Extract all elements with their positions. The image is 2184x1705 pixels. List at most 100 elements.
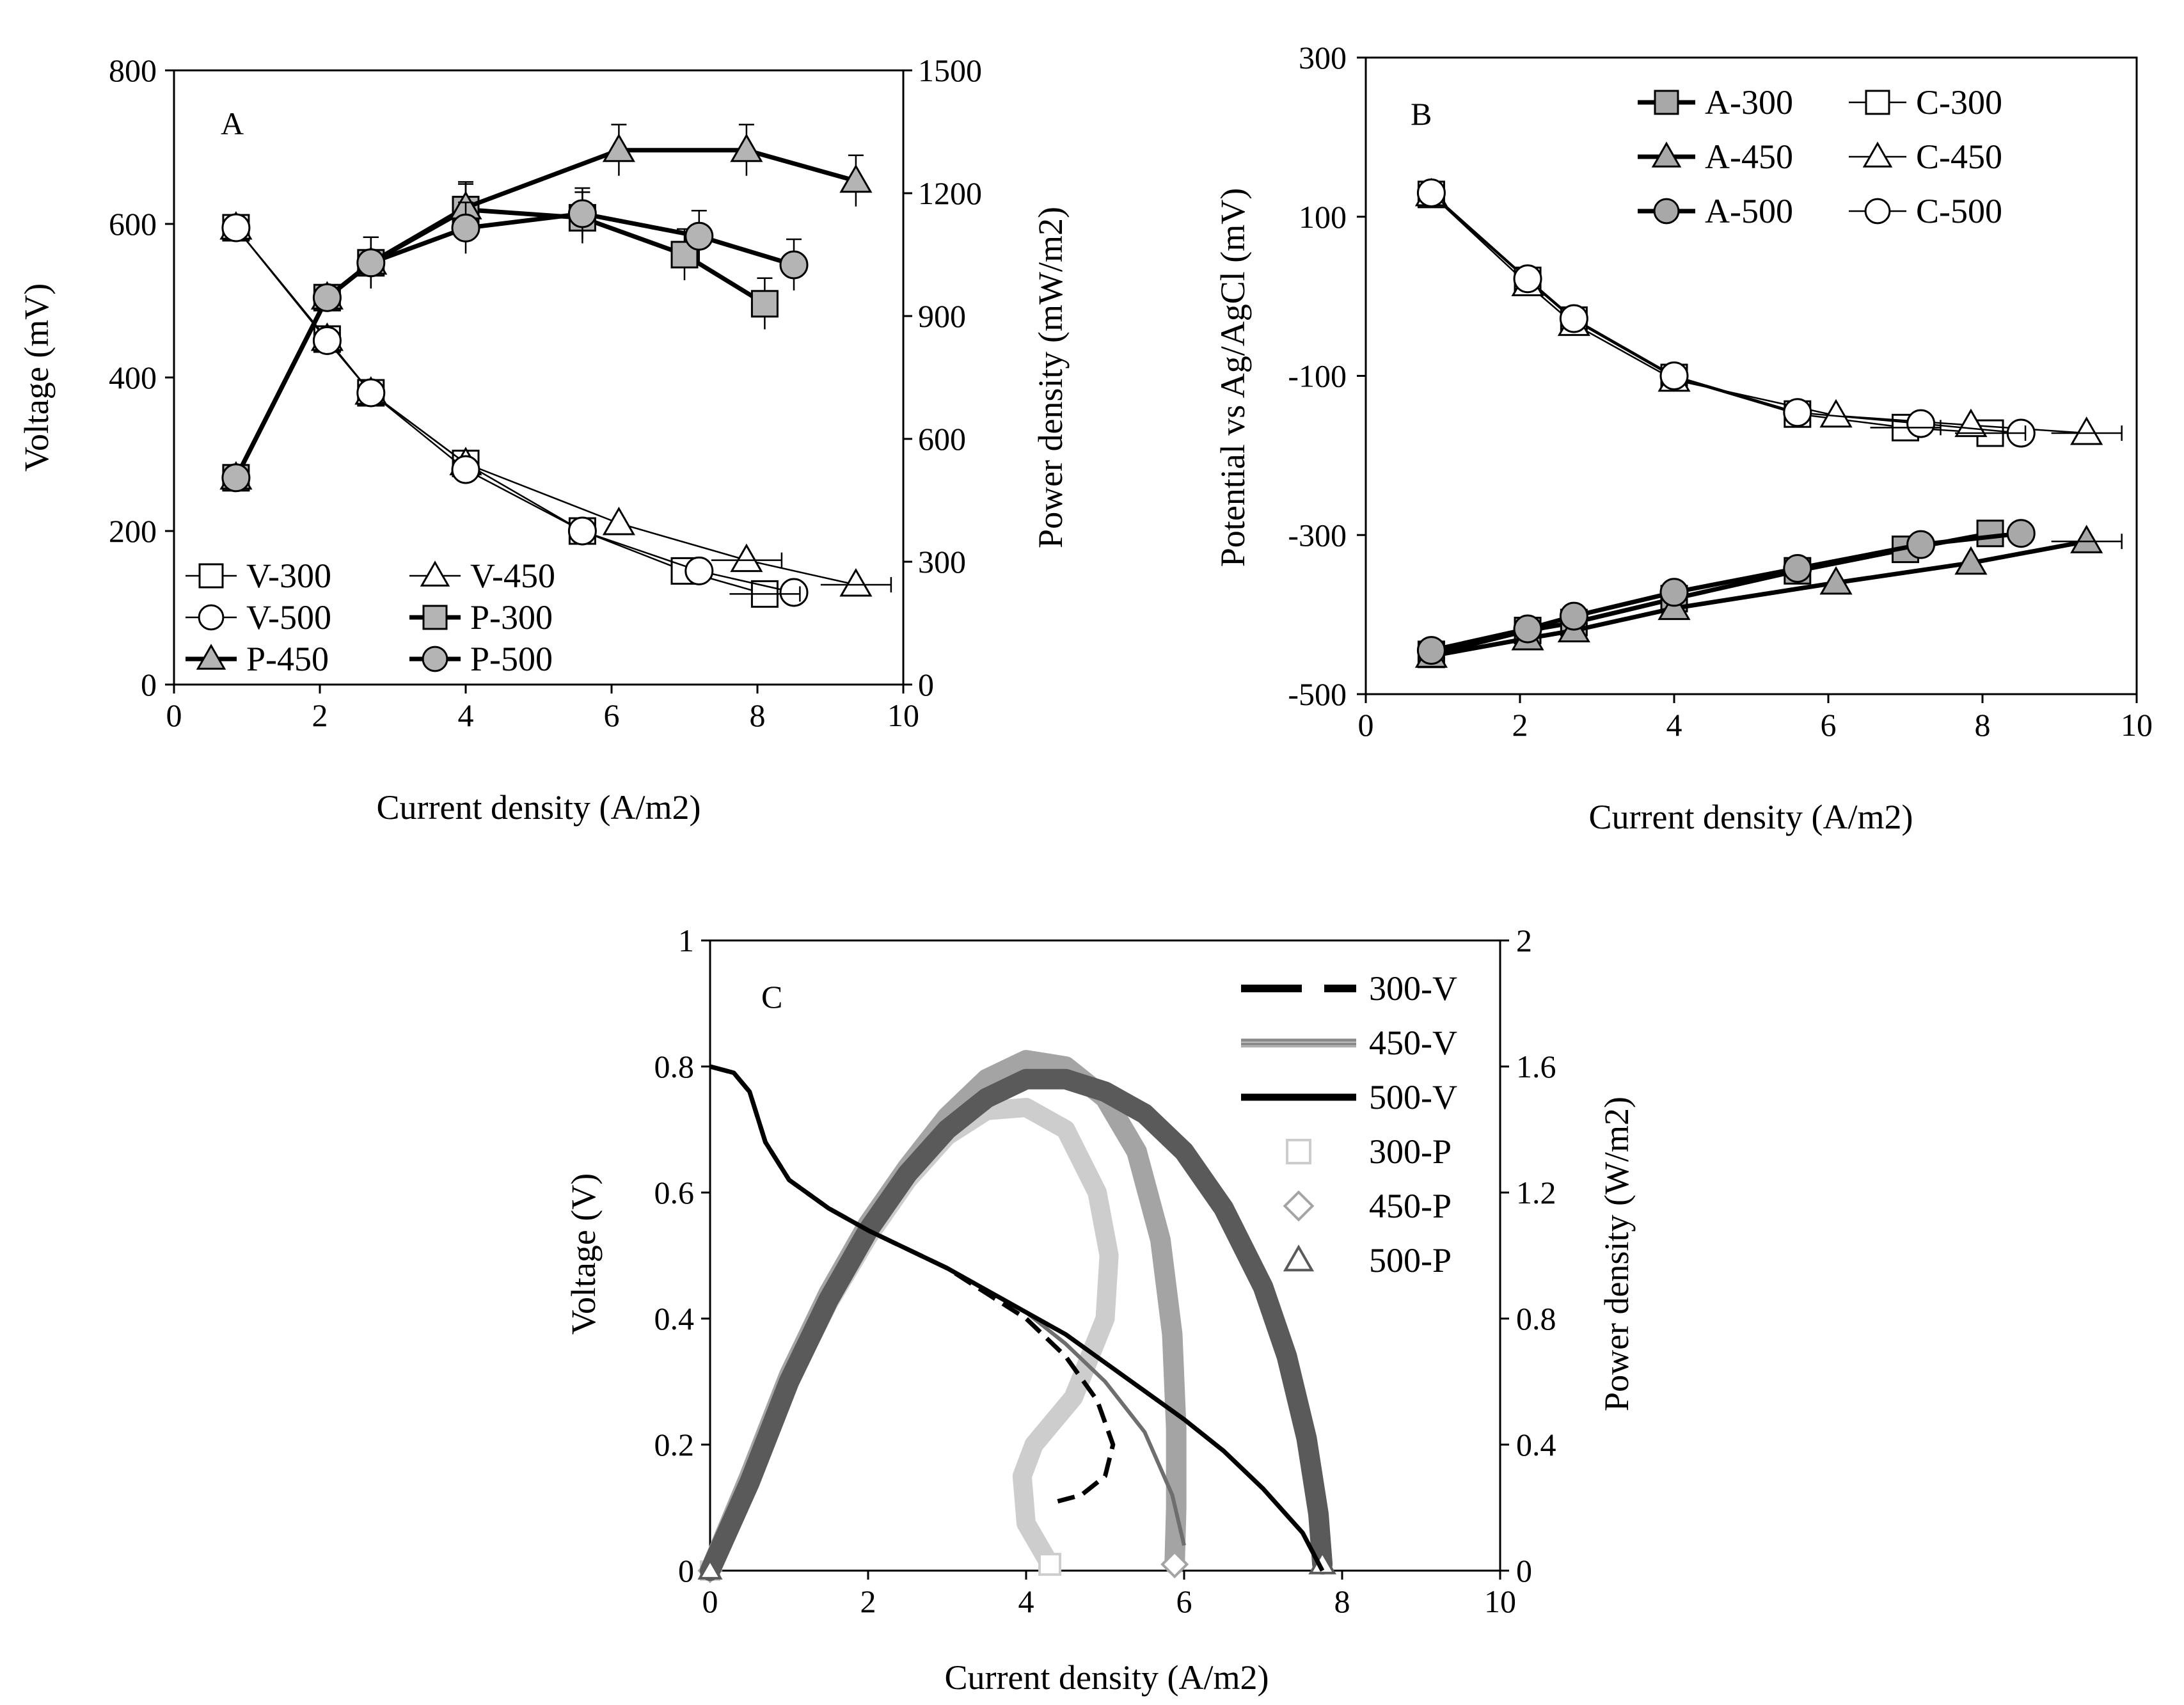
- panel-c-y-axis-title-left: Voltage (V): [564, 1173, 603, 1335]
- panel-a-y-axis-title-left: Voltage (mV): [17, 283, 56, 472]
- panel-c-legend-label-500-V: 500-V: [1369, 1078, 1457, 1116]
- panel-a-legend-label-V-450: V-450: [470, 557, 555, 595]
- panel-b-legend-label-C-450: C-450: [1916, 138, 2002, 176]
- panel-c-legend-marker-500-P: [1283, 1244, 1315, 1272]
- panel-b-y-axis-title: Potential vs Ag/AgCl (mV): [1214, 188, 1252, 567]
- b-x-label-2: 4: [1666, 707, 1682, 743]
- panel-a-legend-marker-P-300: [422, 605, 448, 630]
- c-x-label-1: 2: [860, 1583, 876, 1619]
- panel-b-legend-marker-C-450: [1862, 141, 1893, 168]
- b-y-label-1: -300: [1288, 517, 1347, 553]
- panel-a-legend-marker-V-300: [198, 563, 224, 589]
- panel-b-legend-marker-A-500: [1653, 198, 1680, 225]
- panel-b-point-C-500-2: [1559, 304, 1588, 333]
- c-yr-label-1: 0.4: [1516, 1427, 1556, 1463]
- panel-b-point-A-500-3: [1659, 578, 1689, 607]
- panel-a-point-P-300-6: [750, 290, 779, 318]
- panel-c-plot-area: [709, 939, 1501, 1572]
- c-x-label-3: 6: [1176, 1583, 1192, 1619]
- panel-a-point-P-450-5: [730, 133, 763, 163]
- panel-c-letter: C: [761, 979, 782, 1015]
- panel-c-legend: 300-V 450-V 500-V 300-P 450-P 500-P: [1241, 969, 1457, 1280]
- a-yl-label-4: 800: [109, 52, 157, 88]
- a-yl-label-2: 400: [109, 360, 157, 395]
- c-yr-label-2: 0.8: [1516, 1301, 1556, 1336]
- panel-a-legend-marker-V-450: [420, 560, 450, 587]
- panel-a-legend: V-300 V-450 V-500 P-300 P-450 P-500: [186, 557, 555, 678]
- panel-a-legend-marker-P-500: [422, 646, 448, 672]
- panel-b-point-C-450-6: [2070, 416, 2103, 445]
- panel-a-point-P-500-5: [684, 221, 714, 251]
- panel-b-legend-marker-A-300: [1654, 90, 1679, 115]
- b-x-label-1: 2: [1512, 707, 1528, 743]
- panel-a-legend-marker-V-500: [198, 604, 225, 631]
- panel-c-curve-500-V: [709, 1064, 1325, 1572]
- a-x-label-1: 2: [312, 697, 328, 733]
- panel-b-point-C-450-4: [1819, 399, 1853, 428]
- panel-b-legend-marker-C-300: [1865, 90, 1890, 115]
- panel-c-end-marker-450-P: [1160, 1550, 1189, 1579]
- c-yl-label-4: 0.8: [654, 1049, 695, 1084]
- panel-a-point-V-500-2: [356, 378, 386, 408]
- panel-b-point-A-300-6: [1976, 519, 2004, 548]
- panel-b-x-axis-title: Current density (A/m2): [1589, 798, 1913, 836]
- panel-b-letter: B: [1411, 96, 1432, 132]
- panel-b-point-A-500-2: [1559, 601, 1588, 631]
- panel-c-legend-label-500-P: 500-P: [1369, 1241, 1452, 1280]
- panel-a-point-P-500-0: [221, 463, 251, 493]
- panel-a-legend-label-P-300: P-300: [470, 598, 553, 637]
- panel-b-legend-label-A-450: A-450: [1705, 138, 1793, 176]
- panel-a-letter: A: [221, 106, 244, 141]
- panel-b-legend-label-A-500: A-500: [1705, 192, 1793, 230]
- panel-b: 0 2 4 6 8 10 -500 -300 -100 100 300 B Current dens…: [1214, 40, 2153, 836]
- panel-b-point-A-500-5: [1906, 530, 1936, 559]
- panel-b-point-C-500-3: [1659, 361, 1689, 390]
- panel-a-legend-marker-P-450: [196, 644, 226, 670]
- panel-a-y-axis-title-right: Power density (mW/m2): [1031, 207, 1070, 548]
- panel-b-legend-marker-A-450: [1651, 141, 1682, 168]
- panel-b-point-C-500-4: [1783, 398, 1812, 427]
- panel-a-legend-label-P-500: P-500: [470, 640, 553, 678]
- a-x-label-5: 10: [887, 697, 919, 733]
- a-x-label-0: 0: [166, 697, 182, 733]
- panel-a-point-V-500-5: [684, 556, 714, 585]
- panel-b-point-A-500-0: [1416, 636, 1446, 665]
- panel-c-start-marker-500-P: [697, 1557, 723, 1580]
- panel-a-point-P-500-1: [312, 283, 342, 312]
- panel-a-point-V-450-4: [602, 506, 635, 535]
- c-x-label-4: 8: [1334, 1583, 1350, 1619]
- panel-c-legend-label-300-V: 300-V: [1369, 969, 1457, 1008]
- panel-a-point-V-450-5: [730, 543, 763, 573]
- c-x-label-0: 0: [702, 1583, 718, 1619]
- c-yr-label-0: 0: [1516, 1553, 1532, 1589]
- panel-a-point-V-500-6: [779, 578, 809, 607]
- b-x-label-5: 10: [2121, 707, 2153, 743]
- panel-b-legend: A-300 C-300 A-450 C-450 A-500 C-500: [1638, 83, 2002, 230]
- b-y-label-2: -100: [1288, 358, 1347, 394]
- panel-b-point-A-500-6: [2006, 519, 2036, 548]
- panel-a-point-P-500-3: [451, 213, 480, 242]
- a-yr-label-0: 0: [918, 667, 934, 702]
- c-yl-label-1: 0.2: [654, 1427, 695, 1463]
- a-yr-label-2: 600: [918, 421, 966, 457]
- panel-c-legend-label-450-V: 450-V: [1369, 1024, 1457, 1062]
- c-yl-label-3: 0.6: [654, 1175, 695, 1210]
- panel-b-legend-label-C-500: C-500: [1916, 192, 2002, 230]
- panel-c-legend-marker-450-P: [1283, 1190, 1315, 1222]
- panel-a-line-V-450: [235, 227, 857, 586]
- a-yl-label-1: 200: [109, 513, 157, 549]
- panel-b-legend-label-A-300: A-300: [1705, 83, 1793, 122]
- panel-c-legend-label-450-P: 450-P: [1369, 1187, 1452, 1225]
- panel-a-legend-label-V-500: V-500: [246, 598, 331, 637]
- panel-b-point-A-500-1: [1513, 614, 1542, 644]
- a-yr-label-3: 900: [918, 298, 966, 334]
- panel-b-legend-marker-C-500: [1864, 198, 1891, 225]
- panel-a-x-axis-title: Current density (A/m2): [377, 788, 701, 827]
- panel-c-curve-500-P: [700, 1068, 1333, 1581]
- panel-b-point-A-500-4: [1783, 553, 1812, 583]
- c-yr-label-5: 2: [1516, 923, 1532, 958]
- b-y-label-4: 300: [1299, 40, 1347, 75]
- a-yl-label-0: 0: [141, 667, 157, 702]
